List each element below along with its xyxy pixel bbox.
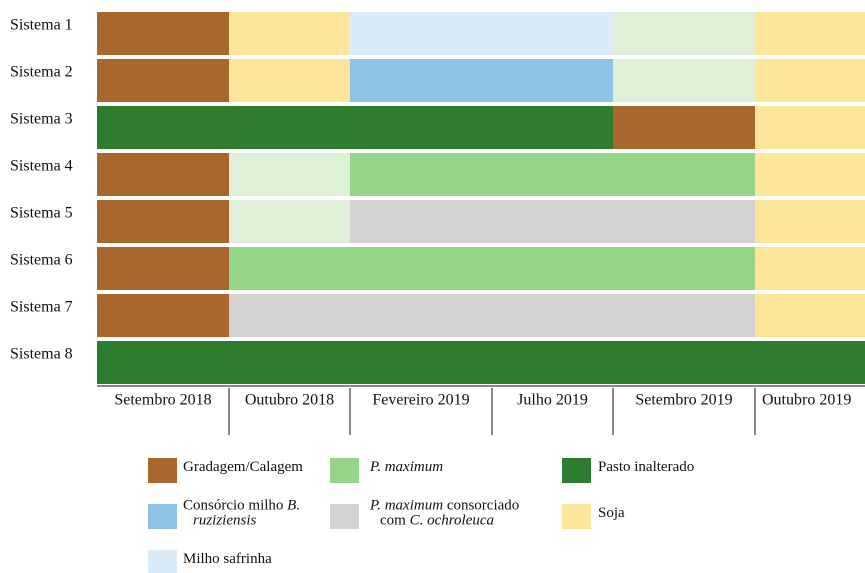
legend-text: Milho safrinha — [183, 551, 272, 567]
period-label: Setembro 2018 — [114, 392, 211, 409]
legend-text: consorciado — [443, 498, 519, 514]
legend-text: P. maximum — [369, 459, 443, 475]
legend-label: com C. ochroleuca — [380, 513, 494, 529]
legend-text: Gradagem/Calagem — [183, 459, 303, 475]
row-label: Sistema 2 — [10, 64, 73, 81]
timeline-segment — [97, 294, 229, 337]
timeline-segment — [229, 12, 350, 55]
legend-label: Pasto inalterado — [598, 459, 694, 475]
row-label: Sistema 6 — [10, 252, 73, 269]
legend-text: Consórcio milho — [183, 498, 287, 514]
legend-label: Consórcio milho B. — [183, 498, 300, 514]
timeline-segment — [755, 247, 865, 290]
timeline-segment — [755, 106, 865, 149]
timeline-segment — [97, 341, 865, 384]
legend-swatch — [148, 550, 177, 573]
legend-label: Gradagem/Calagem — [183, 459, 303, 475]
timeline-segment — [97, 247, 229, 290]
timeline-segment — [97, 59, 229, 102]
legend-text: P. maximum — [369, 498, 443, 514]
legend-swatch — [148, 504, 177, 529]
timeline-segment — [229, 153, 350, 196]
period-label: Setembro 2019 — [635, 392, 732, 409]
timeline-segment — [229, 59, 350, 102]
timeline-segment — [613, 106, 755, 149]
timeline-segment — [755, 12, 865, 55]
legend-text: B. — [287, 498, 300, 514]
timeline-segment — [755, 153, 865, 196]
legend-swatch — [562, 458, 591, 483]
timeline-segment — [755, 294, 865, 337]
timeline-segment — [350, 200, 755, 243]
period-label: Fevereiro 2019 — [372, 392, 469, 409]
period-label: Julho 2019 — [517, 392, 588, 409]
legend-text: com — [380, 513, 410, 529]
timeline-segment — [755, 200, 865, 243]
timeline-segment — [97, 200, 229, 243]
legend-label: Soja — [598, 505, 625, 521]
legend-swatch — [330, 458, 359, 483]
row-label: Sistema 1 — [10, 17, 73, 34]
row-label: Sistema 8 — [10, 346, 73, 363]
legend: Gradagem/Calagem P. maximum Pasto inaltera… — [148, 458, 694, 573]
timeline-segment — [613, 59, 755, 102]
timeline-segment — [229, 200, 350, 243]
timeline-segment — [350, 153, 755, 196]
timeline-segment — [97, 12, 229, 55]
legend-swatch — [562, 504, 591, 529]
legend-label: Milho safrinha — [183, 551, 272, 567]
timeline-segment — [97, 153, 229, 196]
legend-label: P. maximum consorciado — [369, 498, 519, 514]
legend-text: Soja — [598, 505, 625, 521]
legend-text: C. ochroleuca — [410, 513, 494, 529]
timeline-segment — [350, 12, 613, 55]
timeline-segment — [755, 59, 865, 102]
legend-swatch — [148, 458, 177, 483]
legend-label: P. maximum — [369, 459, 443, 475]
row-label: Sistema 3 — [10, 111, 73, 128]
row-label: Sistema 4 — [10, 158, 73, 175]
timeline-segment — [229, 294, 755, 337]
legend-text: ruziziensis — [193, 513, 257, 529]
legend-label: ruziziensis — [193, 513, 257, 529]
period-label: Outubro 2019 — [762, 392, 851, 409]
timeline-segment — [97, 106, 613, 149]
row-label: Sistema 7 — [10, 299, 73, 316]
timeline-segment — [229, 247, 755, 290]
legend-swatch — [330, 504, 359, 529]
timeline-segment — [613, 12, 755, 55]
timeline-segment — [350, 59, 613, 102]
legend-text: Pasto inalterado — [598, 459, 694, 475]
period-label: Outubro 2018 — [245, 392, 334, 409]
row-label: Sistema 5 — [10, 205, 73, 222]
